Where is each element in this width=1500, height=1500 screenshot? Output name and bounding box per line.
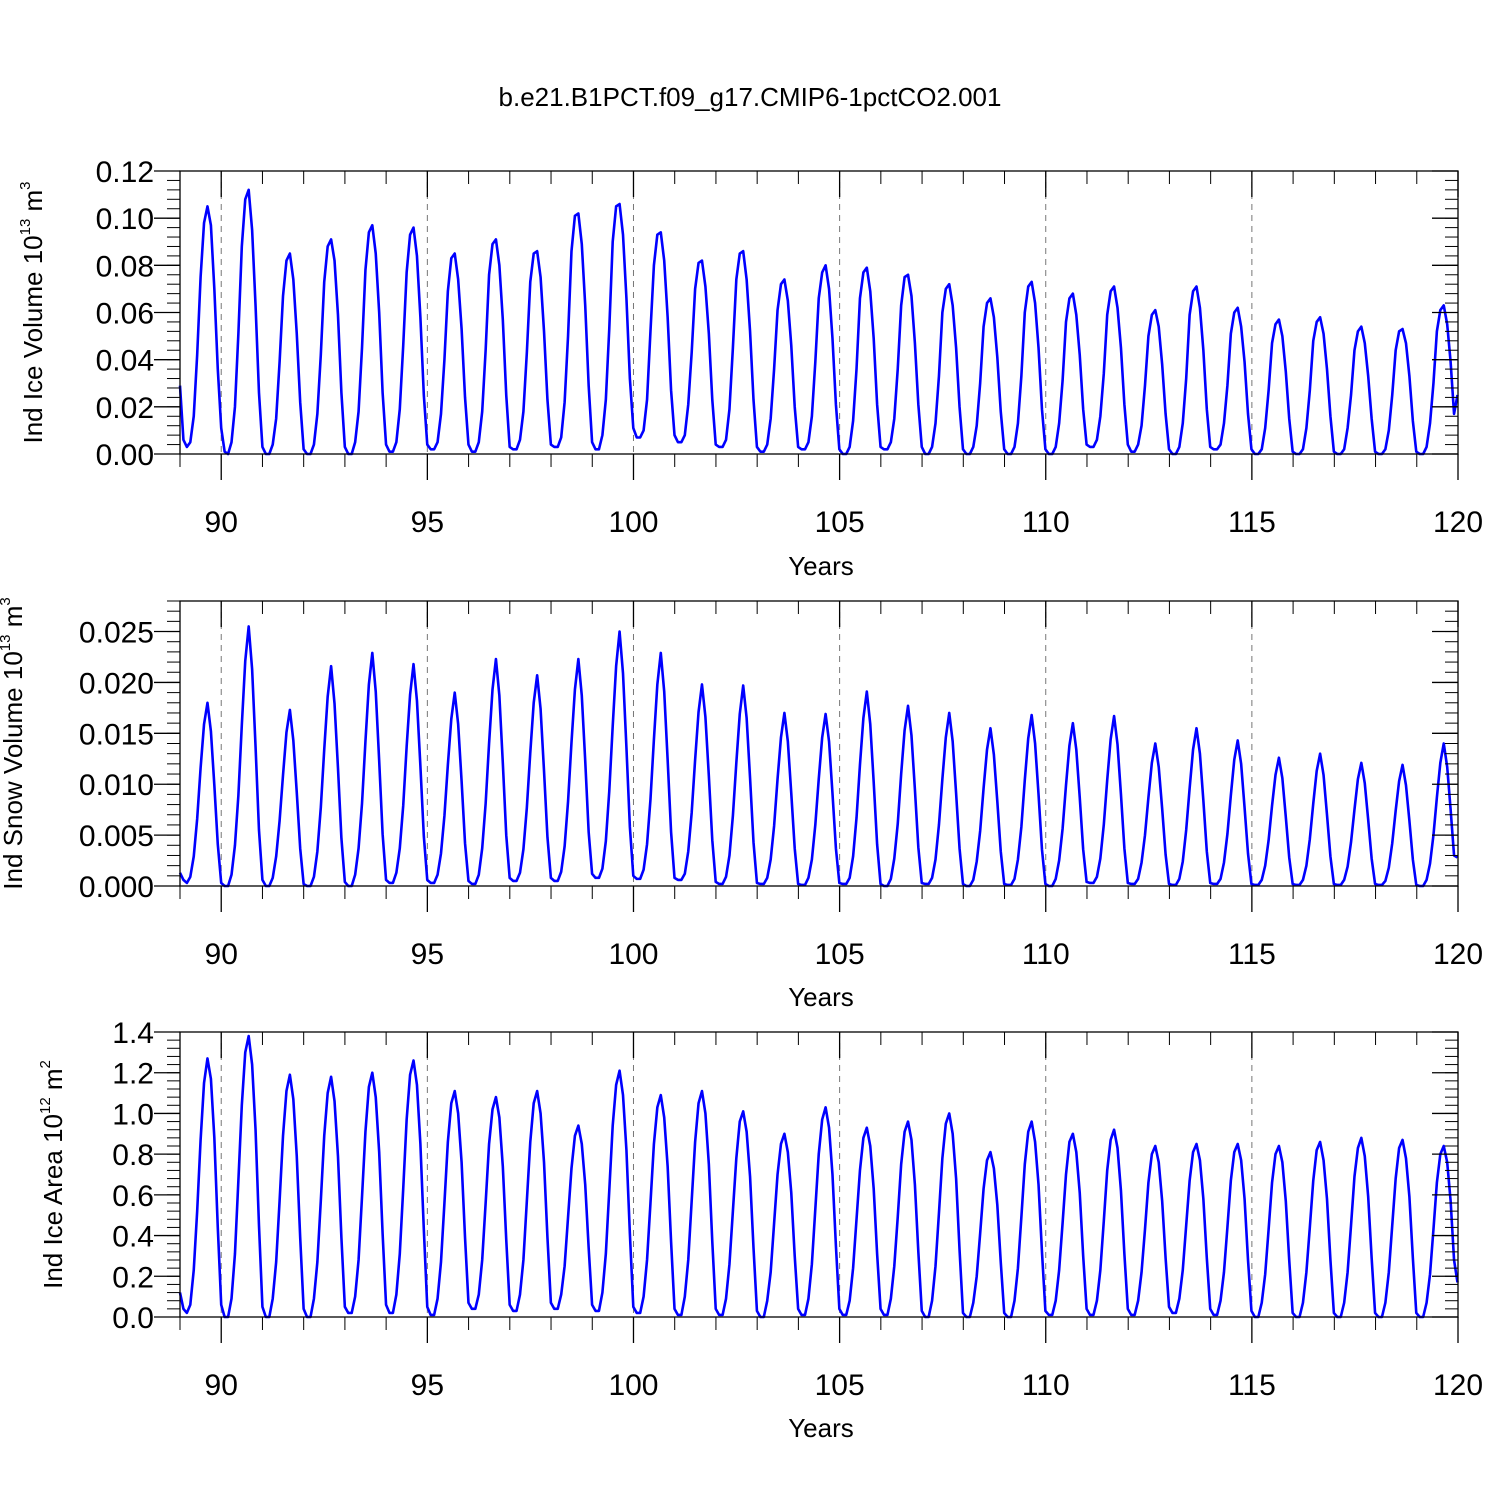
ylabel-unit: m [18, 190, 48, 219]
xlabel: Years [788, 982, 854, 1012]
ylabel-unit-exp: 3 [0, 597, 14, 605]
y-tick-label: 0.025 [79, 617, 154, 650]
y-tick-label: 0.02 [96, 392, 154, 425]
x-tick-label: 115 [1228, 506, 1276, 539]
y-tick-label: 1.0 [112, 1098, 154, 1131]
plot-frame [179, 600, 1459, 887]
x-tick-label: 115 [1228, 1369, 1276, 1402]
xlabel: Years [788, 1413, 854, 1443]
x-tick-label: 115 [1228, 938, 1276, 971]
y-tick-label: 0.00 [96, 439, 154, 472]
y-tick-label: 0.005 [79, 820, 154, 853]
x-tick-label: 95 [411, 506, 444, 539]
y-tick-label: 0.04 [96, 345, 154, 378]
ylabel-unit: m [0, 606, 28, 635]
x-tick-label: 100 [608, 938, 658, 971]
x-tick-label: 120 [1433, 1369, 1483, 1402]
panel-ice-volume: Ind Ice Volume 1013 m3 Years 0.00 0.02 0.0… [17, 156, 1483, 581]
ylabel-text: Ind Snow Volume 10 [0, 651, 28, 890]
y-tick-label: 0.10 [96, 203, 154, 236]
ylabel-unit-exp: 2 [37, 1060, 54, 1068]
y-tick-label: 0.020 [79, 667, 154, 700]
x-tick-label: 105 [815, 1369, 865, 1402]
y-tick-label: 1.4 [112, 1017, 154, 1050]
y-tick-label: 0.4 [112, 1221, 154, 1254]
ylabel: Ind Ice Volume 1013 m3 [17, 181, 48, 443]
x-tick-label: 105 [815, 938, 865, 971]
series-line [178, 188, 1459, 456]
y-tick-label: 0.015 [79, 718, 154, 751]
y-tick-label: 0.8 [112, 1139, 154, 1172]
x-tick-label: 95 [411, 1369, 444, 1402]
y-tick-label: 0.2 [112, 1261, 154, 1294]
panel-snow-volume: Ind Snow Volume 1013 m3 Years 0.000 0.005… [0, 597, 1483, 1012]
x-tick-label: 90 [205, 506, 238, 539]
series-line [178, 1034, 1459, 1319]
ylabel-exp: 13 [0, 635, 14, 652]
y-tick-label: 0.06 [96, 298, 154, 331]
y-tick-label: 0.08 [96, 250, 154, 283]
ylabel: Ind Ice Area 1012 m2 [37, 1060, 68, 1289]
y-tick-label: 0.0 [112, 1302, 154, 1335]
figure-title: b.e21.B1PCT.f09_g17.CMIP6-1pctCO2.001 [499, 82, 1002, 112]
plot-frame [179, 1031, 1459, 1318]
ylabel-unit-exp: 3 [17, 181, 34, 189]
y-tick-label: 0.010 [79, 769, 154, 802]
x-tick-label: 95 [411, 938, 444, 971]
x-tick-label: 120 [1433, 506, 1483, 539]
ylabel-exp: 12 [37, 1097, 54, 1114]
x-tick-label: 100 [608, 506, 658, 539]
x-tick-label: 105 [815, 506, 865, 539]
x-tick-label: 110 [1022, 938, 1070, 971]
y-tick-label: 0.000 [79, 871, 154, 904]
x-tick-label: 90 [205, 938, 238, 971]
y-tick-label: 0.12 [96, 156, 154, 189]
ylabel-text: Ind Ice Volume 10 [18, 235, 48, 443]
x-tick-label: 90 [205, 1369, 238, 1402]
x-tick-label: 120 [1433, 938, 1483, 971]
series-line [178, 625, 1459, 888]
xlabel: Years [788, 551, 854, 581]
ylabel-unit: m [38, 1068, 68, 1097]
y-tick-label: 0.6 [112, 1180, 154, 1213]
ylabel: Ind Snow Volume 1013 m3 [0, 597, 28, 889]
x-tick-label: 110 [1022, 1369, 1070, 1402]
x-tick-label: 100 [608, 1369, 658, 1402]
panel-ice-area: Ind Ice Area 1012 m2 Years 0.0 0.2 0.4 0.6 0… [37, 1017, 1483, 1443]
x-tick-label: 110 [1022, 506, 1070, 539]
y-tick-label: 1.2 [112, 1058, 154, 1091]
ylabel-exp: 13 [17, 219, 34, 236]
ylabel-text: Ind Ice Area 10 [38, 1114, 68, 1289]
